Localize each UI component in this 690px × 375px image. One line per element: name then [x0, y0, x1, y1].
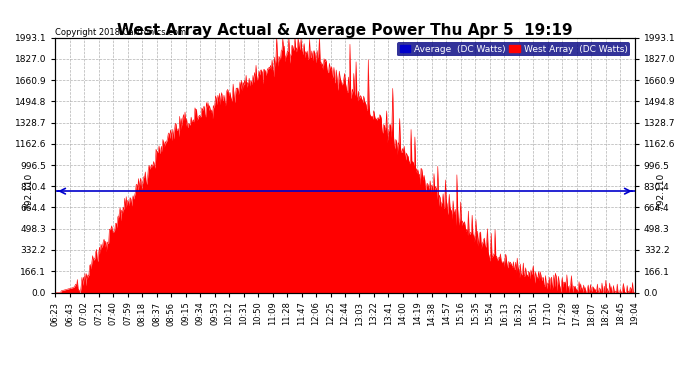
Text: Copyright 2018 Cartronics.com: Copyright 2018 Cartronics.com [55, 28, 186, 37]
Legend: Average  (DC Watts), West Array  (DC Watts): Average (DC Watts), West Array (DC Watts… [397, 42, 630, 56]
Text: 792.110: 792.110 [656, 172, 665, 210]
Text: 792.110: 792.110 [25, 172, 34, 210]
Title: West Array Actual & Average Power Thu Apr 5  19:19: West Array Actual & Average Power Thu Ap… [117, 22, 573, 38]
